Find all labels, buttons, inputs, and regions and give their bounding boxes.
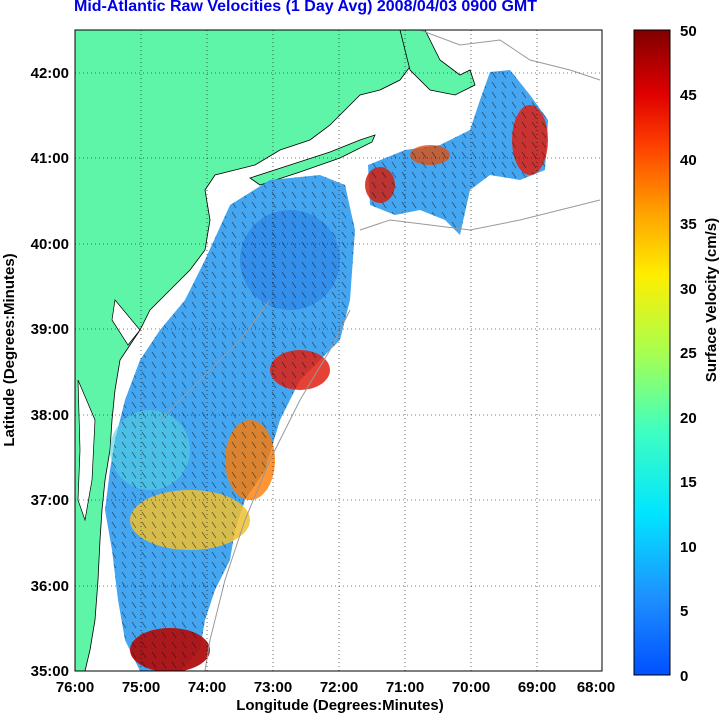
x-tick-label: 68:00 <box>577 679 615 696</box>
y-tick-label: 39:00 <box>31 321 69 338</box>
y-axis-label: Latitude (Degrees:Minutes) <box>1 253 18 446</box>
delaware-bay <box>111 299 141 346</box>
y-tick-label: 40:00 <box>31 236 69 253</box>
x-tick-label: 70:00 <box>452 679 490 696</box>
colorbar-tick: 45 <box>680 87 697 104</box>
y-tick-label: 35:00 <box>31 663 69 680</box>
y-tick-label: 37:00 <box>31 492 69 509</box>
colorbar-tick: 10 <box>680 539 697 556</box>
y-tick-label: 42:00 <box>31 65 69 82</box>
plot-frame <box>74 29 603 672</box>
velocity-vectors <box>105 175 355 671</box>
map-title: Mid-Atlantic Raw Velocities (1 Day Avg) … <box>74 0 537 15</box>
x-tick-label: 72:00 <box>320 679 358 696</box>
x-tick-label: 71:00 <box>386 679 424 696</box>
colorbar-tick: 20 <box>680 410 697 427</box>
land-mass <box>75 30 421 671</box>
chesapeake-bay <box>77 379 96 522</box>
long-island <box>249 134 376 186</box>
colorbar-tick: 35 <box>680 216 697 233</box>
colorbar-tick: 25 <box>680 345 697 362</box>
x-tick-label: 74:00 <box>188 679 226 696</box>
colorbar-tick: 15 <box>680 474 697 491</box>
x-tick-label: 73:00 <box>254 679 292 696</box>
colorbar-label: Surface Velocity (cm/s) <box>703 218 720 382</box>
x-tick-label: 76:00 <box>56 679 94 696</box>
cape-cod <box>399 30 476 96</box>
colorbar-tick: 40 <box>680 152 697 169</box>
colorbar-tick: 5 <box>680 603 688 620</box>
colorbar-tick: 50 <box>680 23 697 40</box>
colorbar-tick: 0 <box>680 668 688 685</box>
colorbar-tick: 30 <box>680 281 697 298</box>
y-tick-label: 41:00 <box>31 150 69 167</box>
bathymetry-contour <box>159 30 601 671</box>
velocity-vectors-ne <box>368 70 548 235</box>
x-axis-label: Longitude (Degrees:Minutes) <box>236 697 444 714</box>
grid <box>75 30 602 671</box>
x-tick-label: 69:00 <box>518 679 556 696</box>
y-tick-label: 38:00 <box>31 407 69 424</box>
y-tick-label: 36:00 <box>31 578 69 595</box>
x-tick-label: 75:00 <box>122 679 160 696</box>
colorbar <box>633 29 671 676</box>
